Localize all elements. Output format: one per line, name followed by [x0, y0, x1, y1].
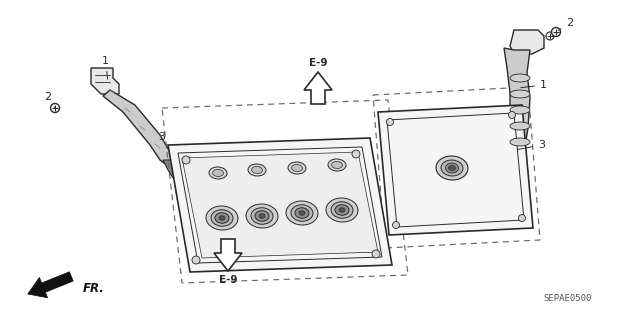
- Ellipse shape: [332, 161, 342, 168]
- Ellipse shape: [209, 167, 227, 179]
- Ellipse shape: [436, 156, 468, 180]
- Ellipse shape: [212, 169, 223, 176]
- Circle shape: [546, 32, 554, 40]
- Ellipse shape: [510, 122, 530, 130]
- Ellipse shape: [295, 208, 309, 218]
- Circle shape: [392, 221, 399, 228]
- Ellipse shape: [335, 205, 349, 215]
- Text: SEPAE0500: SEPAE0500: [543, 294, 591, 303]
- Circle shape: [552, 27, 561, 36]
- Ellipse shape: [339, 208, 345, 212]
- Polygon shape: [168, 138, 392, 272]
- Polygon shape: [304, 72, 332, 104]
- Text: 2: 2: [44, 92, 55, 108]
- Ellipse shape: [286, 201, 318, 225]
- Ellipse shape: [326, 198, 358, 222]
- Ellipse shape: [248, 164, 266, 176]
- Polygon shape: [378, 105, 533, 235]
- Polygon shape: [28, 272, 73, 298]
- Polygon shape: [514, 166, 522, 188]
- Text: 3: 3: [158, 132, 167, 147]
- Polygon shape: [163, 160, 178, 180]
- Ellipse shape: [288, 162, 306, 174]
- Polygon shape: [504, 48, 530, 173]
- Polygon shape: [91, 68, 119, 94]
- Text: 3: 3: [518, 140, 545, 150]
- Ellipse shape: [445, 163, 458, 173]
- Polygon shape: [182, 152, 378, 258]
- Ellipse shape: [510, 74, 530, 82]
- Circle shape: [387, 118, 394, 125]
- Polygon shape: [510, 30, 544, 54]
- Ellipse shape: [510, 138, 530, 146]
- Ellipse shape: [331, 202, 353, 218]
- Circle shape: [182, 156, 190, 164]
- Ellipse shape: [251, 208, 273, 224]
- Ellipse shape: [449, 166, 456, 170]
- Polygon shape: [214, 239, 242, 271]
- Ellipse shape: [246, 204, 278, 228]
- Circle shape: [518, 214, 525, 221]
- Ellipse shape: [510, 106, 530, 114]
- Ellipse shape: [255, 211, 269, 221]
- Circle shape: [192, 256, 200, 264]
- Ellipse shape: [215, 213, 229, 223]
- Text: E-9: E-9: [219, 275, 237, 285]
- Ellipse shape: [219, 216, 225, 220]
- Ellipse shape: [206, 206, 238, 230]
- Ellipse shape: [291, 205, 313, 221]
- Ellipse shape: [211, 210, 233, 226]
- Text: 2: 2: [558, 18, 573, 30]
- Circle shape: [352, 150, 360, 158]
- Ellipse shape: [510, 90, 530, 98]
- Text: 1: 1: [102, 56, 109, 79]
- Ellipse shape: [441, 160, 463, 176]
- Circle shape: [372, 250, 380, 258]
- Ellipse shape: [252, 167, 262, 174]
- Polygon shape: [103, 90, 177, 170]
- Ellipse shape: [291, 165, 303, 172]
- Circle shape: [51, 103, 60, 113]
- Circle shape: [509, 112, 515, 118]
- Ellipse shape: [328, 159, 346, 171]
- Text: 1: 1: [521, 80, 547, 90]
- Ellipse shape: [299, 211, 305, 215]
- Ellipse shape: [259, 214, 265, 218]
- Text: FR.: FR.: [83, 283, 105, 295]
- Text: E-9: E-9: [308, 58, 327, 68]
